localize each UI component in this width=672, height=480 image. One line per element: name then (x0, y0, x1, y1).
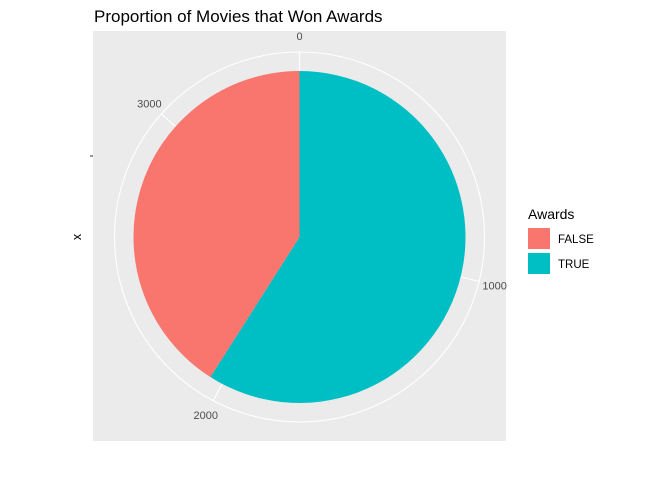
y-axis-label: x (70, 233, 84, 240)
legend-title: Awards (528, 206, 574, 222)
legend-label: FALSE (558, 234, 594, 246)
pie-slices (133, 71, 466, 403)
theta-tick-label: 1000 (482, 280, 506, 292)
pie-slice-false (133, 71, 300, 378)
chart-title: Proportion of Movies that Won Awards (94, 7, 383, 26)
grid-spoke (160, 113, 176, 128)
theta-tick-label: 0 (296, 31, 302, 43)
polar-grid (113, 51, 486, 423)
theta-tick-label: 3000 (137, 98, 161, 110)
pie-slice-true (210, 71, 466, 403)
grid-spoke (212, 383, 223, 401)
grid-spoke (460, 276, 480, 282)
theta-tick-label: 2000 (194, 410, 218, 422)
legend-label: TRUE (558, 259, 590, 271)
legend-key-true (528, 253, 550, 274)
theta-axis: 0 1000 2000 3000 (137, 31, 507, 422)
legend: Awards FALSE TRUE (528, 206, 594, 274)
legend-key-false (528, 228, 550, 249)
